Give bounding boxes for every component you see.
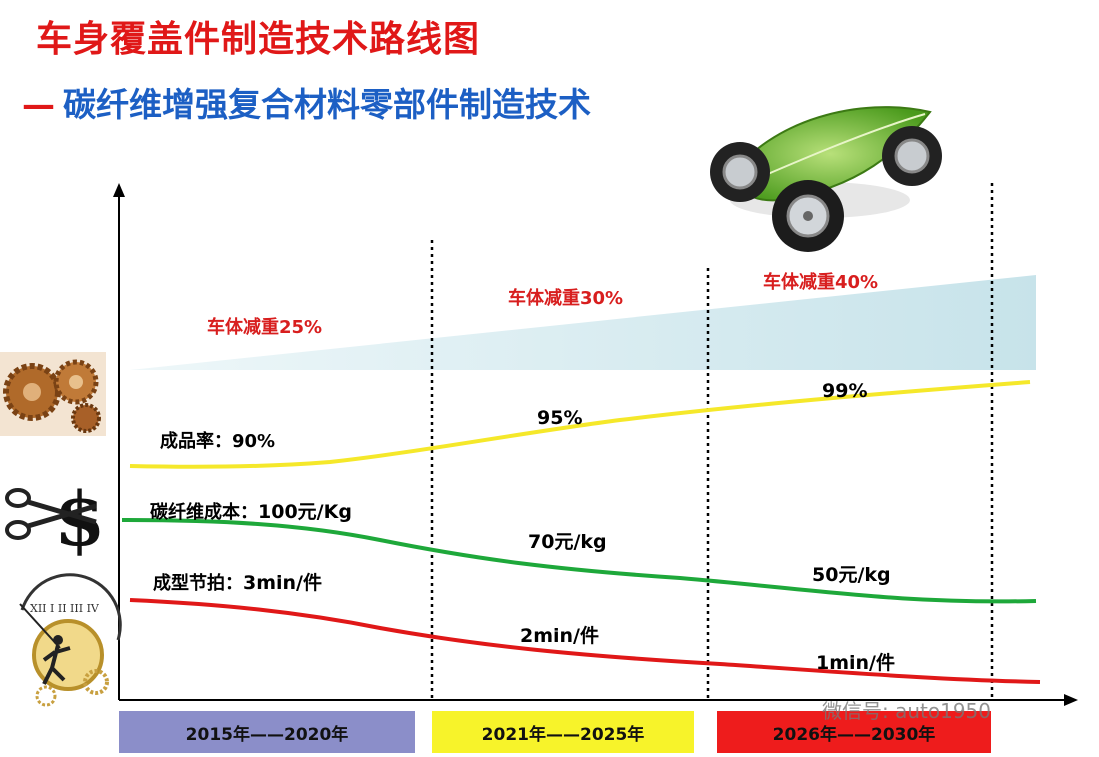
cycle-label-value: 3min/件 — [243, 572, 322, 594]
yield-label: 成品率：90% — [160, 431, 276, 452]
svg-text:XII I II III IV: XII I II III IV — [30, 602, 100, 615]
x-axis-arrow — [1064, 694, 1078, 706]
gears-icon — [0, 352, 106, 436]
cost-label-value: 100元/Kg — [258, 501, 352, 523]
period-2026-2030: 2026年——2030年 — [717, 711, 991, 753]
period-2021-2025: 2021年——2025年 — [432, 711, 694, 753]
clock-runner-icon: XII I II III IV — [19, 573, 122, 707]
watermark: 微信号: auto1950 — [822, 699, 992, 723]
cycle-value-2025: 2min/件 — [520, 625, 599, 647]
weight-reduction-label-3: 车体减重40% — [763, 272, 879, 293]
cycle-label-text: 成型节拍： — [153, 573, 243, 594]
y-axis-arrow — [113, 183, 125, 197]
yield-value-2030: 99% — [822, 380, 868, 402]
weight-reduction-label-2: 车体减重30% — [508, 288, 624, 309]
period-2015-2020: 2015年——2020年 — [119, 711, 415, 753]
yield-value-2025: 95% — [537, 407, 583, 429]
leaf-car-icon — [710, 106, 942, 252]
subtitle-dash: — — [22, 85, 55, 124]
cost-label-text: 碳纤维成本： — [150, 502, 258, 523]
cost-value-2030: 50元/kg — [812, 564, 891, 586]
subtitle-text: 碳纤维增强复合材料零部件制造技术 — [63, 85, 591, 124]
weight-reduction-wedge — [130, 275, 1036, 370]
cycle-curve — [129, 598, 1041, 684]
page-subtitle: — 碳纤维增强复合材料零部件制造技术 — [22, 78, 591, 126]
page-title: 车身覆盖件制造技术路线图 — [36, 19, 481, 60]
cycle-value-2030: 1min/件 — [816, 652, 895, 674]
svg-text:$: $ — [54, 477, 106, 563]
cost-value-2025: 70元/kg — [528, 531, 607, 553]
cycle-label: 成型节拍：3min/件 — [153, 568, 322, 595]
yield-curve — [129, 380, 1031, 469]
weight-reduction-label-1: 车体减重25% — [207, 317, 323, 338]
cost-curve — [121, 518, 1037, 604]
cost-label: 碳纤维成本：100元/Kg — [150, 497, 352, 524]
scissors-dollar-icon: $ — [5, 477, 106, 563]
